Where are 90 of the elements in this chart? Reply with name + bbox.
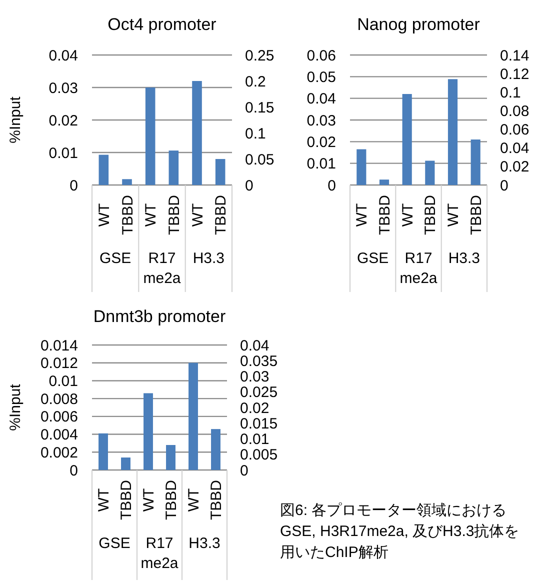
- bar: [168, 150, 179, 185]
- y-tick-label: 0.01: [48, 372, 78, 390]
- y-tick-label: 0.014: [40, 337, 78, 354]
- text: H3.3: [448, 250, 480, 267]
- y-tick-label: 0.01: [48, 144, 78, 162]
- bar: [98, 154, 109, 185]
- text: R17 me2a: [143, 250, 182, 287]
- y-tick-label: 0.006: [40, 408, 78, 426]
- x-tick-label: WT: [445, 203, 462, 227]
- bar: [145, 88, 156, 185]
- y2-tick-label: 0.005: [240, 446, 278, 464]
- y-tick-label: 0.01: [306, 156, 336, 173]
- y-tick-label: 0.012: [40, 355, 78, 372]
- y-tick-label: 0.03: [306, 112, 336, 130]
- x-tick-label: WT: [189, 203, 206, 227]
- bar: [121, 458, 130, 470]
- x-tick-label: TBBD: [422, 194, 440, 236]
- y2-tick-label: 0.08: [500, 102, 530, 120]
- bar: [402, 94, 412, 185]
- text: GSE: [99, 250, 132, 267]
- y2-tick-label: 0.03: [240, 368, 270, 386]
- y2-tick-label: 0.12: [500, 66, 530, 83]
- x-tick-label: WT: [96, 203, 113, 227]
- y-tick-label: 0: [70, 462, 78, 480]
- y2-tick-label: 0.04: [240, 337, 270, 354]
- y-axis-title: %Input: [7, 383, 24, 431]
- chart-title: Oct4 promoter: [108, 15, 217, 34]
- y-tick-label: 0: [70, 177, 78, 194]
- x-tick-label: TBBD: [468, 194, 485, 236]
- y2-tick-label: 0: [245, 177, 254, 194]
- x-tick-label: WT: [354, 203, 371, 227]
- bar: [122, 179, 132, 185]
- x-tick-label: TBBD: [118, 480, 135, 520]
- x-tick-label: WT: [186, 488, 202, 512]
- y2-tick-label: 0.015: [240, 415, 278, 432]
- y-tick-label: 0.004: [40, 426, 78, 444]
- bar: [356, 149, 366, 185]
- y-axis-title: %Input: [7, 96, 24, 144]
- chart-title: Dnmt3b promoter: [93, 307, 226, 326]
- x-tick-label: WT: [140, 488, 158, 512]
- y-tick-label: 0.05: [306, 68, 336, 86]
- y2-tick-label: 0: [500, 177, 508, 194]
- x-tick-label: TBBD: [208, 480, 225, 520]
- y2-tick-label: 0.2: [245, 73, 266, 90]
- bar: [98, 433, 108, 470]
- y2-tick-label: 0.01: [240, 431, 270, 448]
- y-tick-label: 0.06: [306, 47, 336, 64]
- text: R17 me2a: [400, 250, 438, 287]
- y2-tick-label: 0.02: [500, 158, 530, 176]
- y-tick-label: 0.04: [306, 90, 336, 108]
- y2-tick-label: 0.1: [500, 84, 521, 102]
- bar: [379, 180, 390, 185]
- y2-tick-label: 0.25: [245, 47, 274, 64]
- bar: [166, 445, 176, 470]
- y2-tick-label: 0.035: [240, 352, 278, 370]
- text: GSE, H3R17me2a, 及びH3.3抗体を: [280, 523, 520, 540]
- x-tick-label: WT: [142, 203, 160, 227]
- x-tick-label: TBBD: [212, 194, 230, 236]
- x-tick-label: WT: [96, 488, 112, 512]
- x-tick-label: TBBD: [163, 480, 180, 520]
- x-tick-label: TBBD: [166, 194, 183, 236]
- y2-tick-label: 0: [240, 462, 248, 480]
- y2-tick-label: 0.04: [500, 140, 530, 158]
- text: H3.3: [192, 250, 225, 267]
- text: R17 me2a: [140, 535, 179, 572]
- y-tick-label: 0.02: [48, 112, 78, 130]
- bar: [144, 393, 153, 470]
- y2-tick-label: 0.025: [240, 384, 278, 402]
- bar: [425, 160, 435, 185]
- text: GSE: [356, 250, 389, 267]
- x-tick-label: TBBD: [119, 194, 136, 236]
- y2-tick-label: 0.06: [500, 122, 530, 139]
- y-tick-label: 0.04: [48, 47, 78, 64]
- y-tick-label: 0: [328, 177, 336, 194]
- x-tick-label: WT: [399, 203, 416, 227]
- y2-tick-label: 0.05: [245, 151, 274, 168]
- y2-tick-label: 0.1: [245, 125, 266, 142]
- y2-tick-label: 0.15: [245, 99, 274, 116]
- text: GSE: [98, 535, 130, 552]
- text: 用いたChIP解析: [280, 544, 388, 561]
- y-tick-label: 0.02: [306, 134, 336, 151]
- chart-title: Nanog promoter: [357, 15, 480, 34]
- x-tick-label: TBBD: [376, 194, 394, 236]
- y-tick-label: 0.03: [48, 80, 78, 97]
- y2-tick-label: 0.14: [500, 47, 530, 64]
- caption: 図6: 各プロモーター領域における: [280, 502, 507, 519]
- y-tick-label: 0.008: [40, 390, 78, 408]
- text: H3.3: [188, 535, 220, 552]
- y-tick-label: 0.002: [40, 444, 78, 462]
- y2-tick-label: 0.02: [240, 400, 270, 417]
